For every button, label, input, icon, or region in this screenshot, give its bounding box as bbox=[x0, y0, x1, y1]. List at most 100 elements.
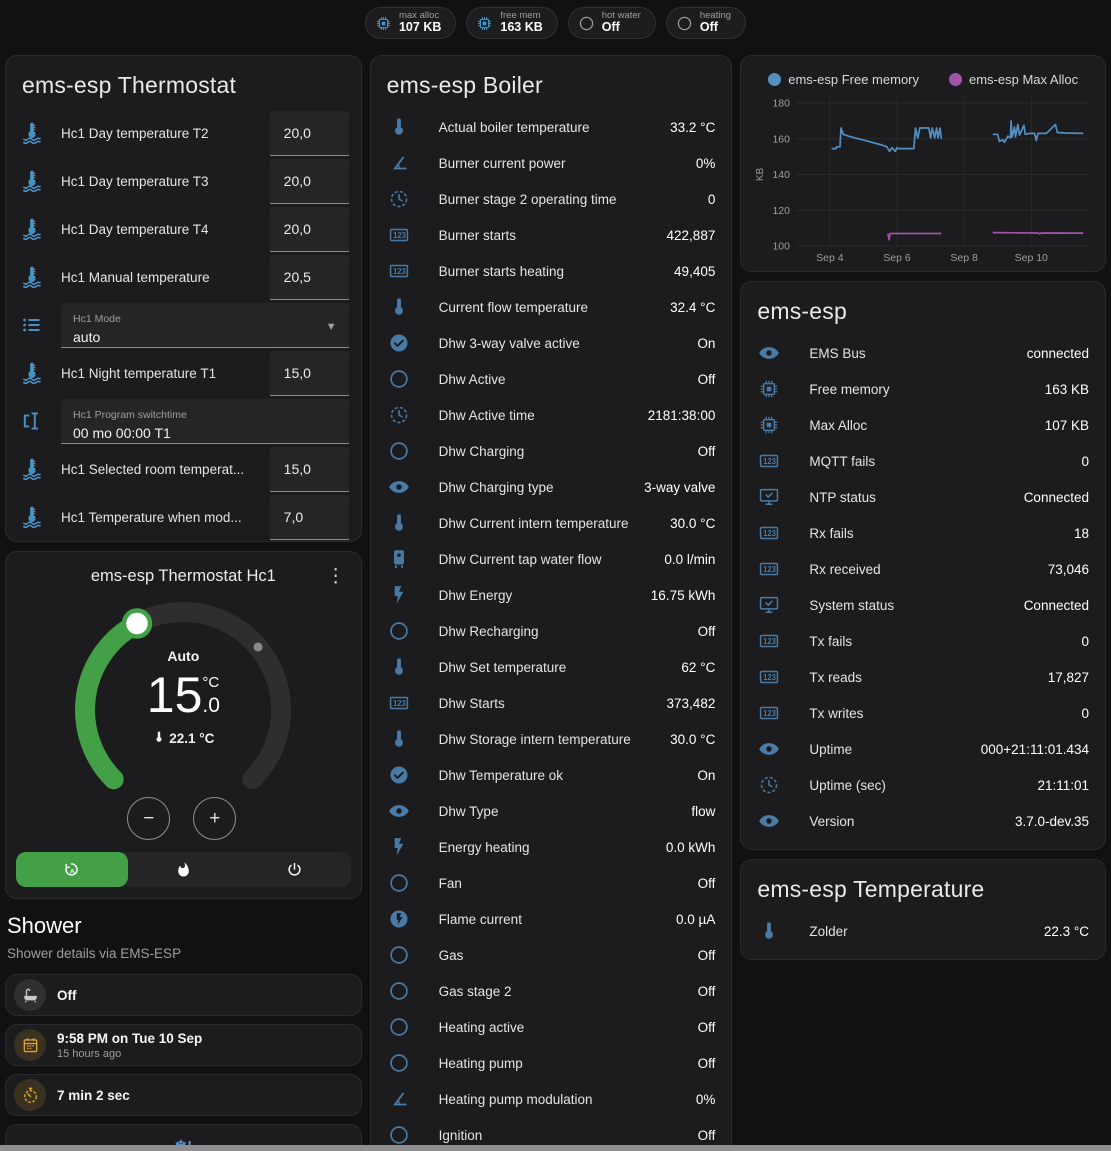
hvac-mode-heat-button[interactable] bbox=[128, 852, 240, 887]
entity-row[interactable]: Gas stage 2 Off bbox=[371, 973, 732, 1009]
thermostat-row: Hc1 Temperature when mod... 7,0 bbox=[6, 493, 361, 541]
circle-outline-icon bbox=[387, 944, 411, 966]
entity-row[interactable]: Flame current 0.0 µA bbox=[371, 901, 732, 937]
number-input[interactable]: 15,0 bbox=[269, 446, 349, 492]
entity-row[interactable]: Dhw Current intern temperature 30.0 °C bbox=[371, 505, 732, 541]
entity-value: 18 bbox=[1073, 525, 1089, 541]
entity-row[interactable]: Dhw Current tap water flow 0.0 l/min bbox=[371, 541, 732, 577]
entity-label: Rx received bbox=[809, 561, 881, 577]
entity-label: Dhw 3-way valve active bbox=[438, 335, 580, 351]
entity-row[interactable]: Burner current power 0% bbox=[371, 145, 732, 181]
entity-row[interactable]: Version 3.7.0-dev.35 bbox=[741, 803, 1105, 839]
thermometer-water-icon bbox=[19, 265, 45, 289]
thermostat-dial[interactable]: Auto 15 °C .0 22.1 °C − + bbox=[6, 590, 361, 842]
entity-label: Hc1 Night temperature T1 bbox=[61, 365, 217, 381]
entity-row[interactable]: Dhw Set temperature 62 °C bbox=[371, 649, 732, 685]
entity-row[interactable]: Dhw Active time 2181:38:00 bbox=[371, 397, 732, 433]
mode-select[interactable]: Hc1 Mode auto ▼ bbox=[61, 302, 349, 348]
entity-value: 0.0 µA bbox=[676, 911, 716, 927]
entity-row[interactable]: Burner stage 2 operating time 0 bbox=[371, 181, 732, 217]
memory-history-chart: 180 160 140 120 100 Sep 4 Sep 6 Sep 8 Sep 10 KB bbox=[751, 89, 1095, 267]
badge-free-mem[interactable]: free mem 163 KB bbox=[466, 7, 558, 39]
number-input[interactable]: 15,0 bbox=[269, 350, 349, 396]
entity-row[interactable]: Dhw 3-way valve active On bbox=[371, 325, 732, 361]
temperature-increase-button[interactable]: + bbox=[193, 797, 237, 840]
shower-tile[interactable]: Off bbox=[5, 974, 362, 1016]
legend-item[interactable]: ems-esp Free memory bbox=[768, 72, 919, 87]
memory-chart-card: ems-esp Free memory ems-esp Max Alloc 18… bbox=[740, 55, 1106, 272]
entity-row[interactable]: Dhw Temperature ok On bbox=[371, 757, 732, 793]
entity-row[interactable]: Dhw Type flow bbox=[371, 793, 732, 829]
entity-value: 17,827 bbox=[1047, 669, 1089, 685]
entity-row[interactable]: Ignition Off bbox=[371, 1117, 732, 1151]
entity-row[interactable]: Dhw Storage intern temperature 30.0 °C bbox=[371, 721, 732, 757]
badge-hot-water[interactable]: hot water Off bbox=[567, 7, 656, 39]
entity-row[interactable]: Uptime 000+21:11:01.434 bbox=[741, 731, 1105, 767]
entity-row[interactable]: Heating active Off bbox=[371, 1009, 732, 1045]
badge-label: heating bbox=[699, 10, 732, 22]
entity-value: Off bbox=[697, 443, 716, 459]
entity-row[interactable]: Uptime (sec) 21:11:01 bbox=[741, 767, 1105, 803]
entity-row[interactable]: Current flow temperature 32.4 °C bbox=[371, 289, 732, 325]
entity-row[interactable]: Actual boiler temperature 33.2 °C bbox=[371, 109, 732, 145]
legend-item[interactable]: ems-esp Max Alloc bbox=[949, 72, 1078, 87]
shower-tile[interactable]: 9:58 PM on Tue 10 Sep 15 hours ago bbox=[5, 1024, 362, 1066]
entity-row[interactable]: Energy heating 0.0 kWh bbox=[371, 829, 732, 865]
hvac-mode-off-button[interactable] bbox=[239, 852, 351, 887]
badge-heating[interactable]: heating Off bbox=[665, 7, 747, 39]
entity-label: Free memory bbox=[809, 381, 890, 397]
entity-row[interactable]: Heating pump modulation 0% bbox=[371, 1081, 732, 1117]
entity-value: 0 bbox=[1081, 633, 1089, 649]
entity-value: Off bbox=[697, 1019, 716, 1035]
chip-icon bbox=[476, 15, 493, 32]
bottom-scroll-strip[interactable] bbox=[0, 1145, 1111, 1151]
number-input[interactable]: 20,0 bbox=[269, 206, 349, 252]
entity-value: Off bbox=[697, 1127, 716, 1143]
entity-row[interactable]: Fan Off bbox=[371, 865, 732, 901]
entity-row[interactable]: EMS Bus connected bbox=[741, 335, 1105, 371]
thermometer-water-icon bbox=[19, 217, 45, 241]
eye-icon bbox=[757, 810, 781, 832]
hvac-mode-auto-button[interactable]: A bbox=[16, 852, 128, 887]
number-input[interactable]: 20,0 bbox=[269, 110, 349, 156]
entity-value: Off bbox=[697, 875, 716, 891]
entity-row[interactable]: Dhw Recharging Off bbox=[371, 613, 732, 649]
thermostat-row: Hc1 Program switchtime 00 mo 00:00 T1 bbox=[6, 397, 361, 445]
dial-arc[interactable] bbox=[63, 590, 303, 790]
entity-label: Burner starts bbox=[438, 227, 516, 243]
kebab-menu-icon[interactable]: ⋮ bbox=[326, 566, 346, 587]
entity-row[interactable]: System status Connected bbox=[741, 587, 1105, 623]
entity-row[interactable]: Free memory 163 KB bbox=[741, 371, 1105, 407]
thermostat-card: ems-esp Thermostat Hc1 Day temperature T… bbox=[5, 55, 362, 542]
entity-label: Actual boiler temperature bbox=[438, 119, 590, 135]
entity-row[interactable]: Gas Off bbox=[371, 937, 732, 973]
entity-row[interactable]: Max Alloc 107 KB bbox=[741, 407, 1105, 443]
entity-row[interactable]: Dhw Charging Off bbox=[371, 433, 732, 469]
entity-row[interactable]: Zolder 22.3 °C bbox=[741, 913, 1105, 949]
entity-row[interactable]: Dhw Charging type 3-way valve bbox=[371, 469, 732, 505]
badge-value: 107 KB bbox=[398, 20, 442, 35]
entity-row[interactable]: Dhw Active Off bbox=[371, 361, 732, 397]
entity-row[interactable]: NTP status Connected bbox=[741, 479, 1105, 515]
shower-tile[interactable]: 7 min 2 sec bbox=[5, 1074, 362, 1116]
text-input[interactable]: Hc1 Program switchtime 00 mo 00:00 T1 bbox=[61, 398, 349, 444]
number-input[interactable]: 20,0 bbox=[269, 158, 349, 204]
number-input[interactable]: 7,0 bbox=[269, 494, 349, 540]
temperature-decrease-button[interactable]: − bbox=[127, 797, 171, 840]
badge-max-alloc[interactable]: max alloc 107 KB bbox=[364, 7, 457, 39]
entity-row[interactable]: Heating pump Off bbox=[371, 1045, 732, 1081]
dial-knob[interactable] bbox=[122, 608, 153, 639]
entity-row[interactable]: Dhw Energy 16.75 kWh bbox=[371, 577, 732, 613]
number-input[interactable]: 20,5 bbox=[269, 254, 349, 300]
